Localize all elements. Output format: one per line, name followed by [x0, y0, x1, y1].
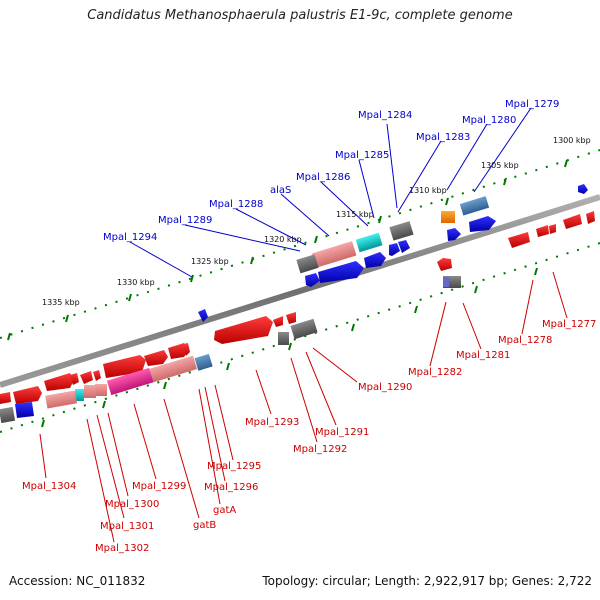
scale-labels: 1300 kbp 1305 kbp 1310 kbp 1315 kbp 1320…	[42, 136, 591, 307]
features-left	[0, 343, 213, 424]
forward-gene-arrow	[389, 243, 400, 256]
steelblue-feature	[194, 353, 213, 371]
orange-feature	[441, 211, 455, 223]
leader-lines-top	[129, 107, 532, 278]
cyan-feature	[355, 232, 383, 253]
gene-label: gatB	[193, 520, 216, 531]
reverse-gene-arrow	[183, 343, 190, 356]
forward-gene-arrow	[305, 273, 320, 287]
reverse-gene-arrow	[44, 373, 74, 391]
reverse-gene-arrow	[70, 373, 79, 385]
scale-track-inner	[0, 242, 600, 433]
gene-label: Mpal_1299	[132, 481, 186, 492]
scale-label: 1320 kbp	[264, 235, 302, 244]
gene-label: Mpal_1282	[408, 367, 462, 378]
reverse-gene-arrow	[0, 392, 11, 404]
grey-feature	[95, 384, 107, 396]
pink-feature	[106, 367, 154, 396]
features-right	[437, 184, 595, 288]
gene-label: Mpal_1280	[462, 115, 516, 126]
gene-labels-top: Mpal_1279 Mpal_1280 Mpal_1283 Mpal_1284 …	[103, 99, 559, 243]
reverse-gene-arrow	[80, 371, 93, 384]
gene-label: Mpal_1293	[245, 417, 299, 428]
scale-label: 1325 kbp	[191, 257, 229, 266]
gene-label: Mpal_1284	[358, 110, 412, 121]
gene-label: Mpal_1290	[358, 382, 412, 393]
salmon-feature	[148, 355, 198, 383]
reverse-gene-arrow	[273, 316, 283, 327]
steelblue-feature	[459, 196, 490, 216]
reverse-gene-arrow	[536, 225, 549, 237]
forward-gene-arrow	[447, 228, 461, 241]
gene-label: Mpal_1288	[209, 199, 263, 210]
salmon-feature	[45, 390, 77, 409]
grey-feature	[290, 318, 318, 340]
forward-gene-arrow	[469, 216, 496, 232]
gene-label: Mpal_1278	[498, 335, 552, 346]
scale-label: 1300 kbp	[553, 136, 591, 145]
reverse-gene-arrow	[13, 386, 42, 404]
gene-label: Mpal_1301	[100, 521, 154, 532]
scale-label: 1335 kbp	[42, 298, 80, 307]
salmon-feature	[84, 385, 96, 398]
forward-gene-arrow	[198, 309, 208, 322]
gene-label: Mpal_1285	[335, 150, 389, 161]
scale-label: 1310 kbp	[409, 186, 447, 195]
gene-label: Mpal_1291	[315, 427, 369, 438]
gene-label: Mpal_1302	[95, 543, 149, 554]
forward-gene-arrow	[364, 252, 386, 268]
reverse-gene-arrow	[93, 370, 101, 381]
reverse-gene-arrow	[508, 232, 530, 248]
genome-backbone	[0, 194, 600, 388]
reverse-gene-arrow	[286, 312, 296, 324]
scale-track-outer	[0, 149, 600, 339]
gene-label: Mpal_1286	[296, 172, 350, 183]
scale-label: 1330 kbp	[117, 278, 155, 287]
reverse-gene-arrow	[168, 343, 188, 359]
scale-ticks	[7, 159, 568, 428]
forward-gene-arrow	[398, 240, 410, 253]
salmon-feature	[311, 241, 357, 268]
topology-label: Topology: circular; Length: 2,922,917 bp…	[262, 574, 592, 588]
gene-label: Mpal_1300	[105, 499, 159, 510]
purple-feature	[443, 277, 449, 287]
reverse-gene-arrow	[214, 316, 273, 344]
scale-label: 1305 kbp	[481, 161, 519, 170]
scale-label: 1315 kbp	[336, 210, 374, 219]
gene-label: Mpal_1304	[22, 481, 76, 492]
reverse-gene-arrow	[586, 211, 595, 224]
gene-label: Mpal_1289	[158, 215, 212, 226]
gene-label: Mpal_1281	[456, 350, 510, 361]
forward-gene-arrow	[578, 184, 588, 194]
gene-label: Mpal_1277	[542, 319, 596, 330]
reverse-gene-arrow	[437, 258, 452, 271]
genome-title: Candidatus Methanosphaerula palustris E1…	[87, 8, 513, 23]
reverse-gene-arrow	[549, 224, 556, 234]
forward-gene-arrow	[318, 261, 364, 283]
gene-label: Mpal_1279	[505, 99, 559, 110]
gene-label: alaS	[270, 185, 291, 196]
gene-label: Mpal_1292	[293, 444, 347, 455]
cyan-feature	[75, 389, 84, 401]
gene-label: Mpal_1296	[204, 482, 258, 493]
gene-labels-bottom: Mpal_1277 Mpal_1278 Mpal_1281 Mpal_1282 …	[22, 319, 596, 554]
gene-label: Mpal_1283	[416, 132, 470, 143]
grey-feature	[389, 221, 414, 241]
features-lower-middle	[214, 312, 318, 345]
gene-label: Mpal_1294	[103, 232, 157, 243]
accession-label: Accession: NC_011832	[9, 574, 146, 588]
grey-feature	[296, 254, 319, 274]
grey-feature	[278, 332, 289, 345]
reverse-gene-arrow	[563, 214, 582, 229]
leader-lines-bottom	[39, 271, 568, 543]
gene-label: gatA	[213, 505, 236, 516]
reverse-gene-arrow	[144, 350, 168, 366]
forward-gene-arrow	[15, 402, 34, 418]
gene-label: Mpal_1295	[207, 461, 261, 472]
features-middle	[198, 221, 414, 322]
grey-feature	[0, 406, 16, 424]
